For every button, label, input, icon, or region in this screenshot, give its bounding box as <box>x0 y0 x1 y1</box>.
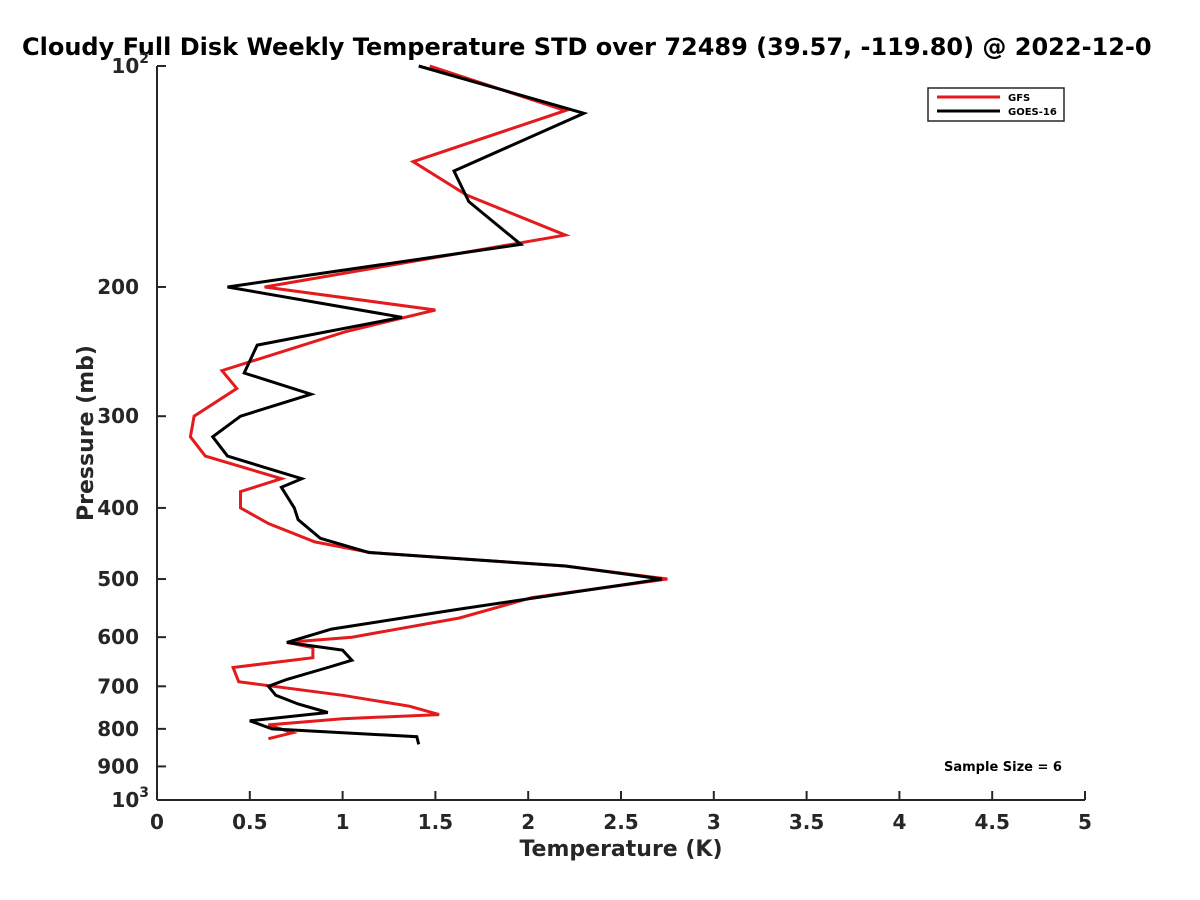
y-tick-label: 400 <box>97 496 139 520</box>
x-tick-label: 2 <box>521 810 535 834</box>
series-line-goes-16 <box>210 64 663 745</box>
x-tick-label: 5 <box>1078 810 1092 834</box>
legend-label: GOES-16 <box>1008 107 1057 118</box>
y-ticks: 102 200 300 400 500 600 700 800 900 103 <box>97 51 166 812</box>
x-tick-label: 3.5 <box>789 810 824 834</box>
y-tick-label: 500 <box>97 567 139 591</box>
y-tick-label: 200 <box>97 275 139 299</box>
sample-size-annotation: Sample Size = 6 <box>944 760 1062 775</box>
legend: GFS GOES-16 <box>927 87 1065 122</box>
y-axis-label: Pressure (mb) <box>74 345 99 521</box>
x-tick-label: 3 <box>707 810 721 834</box>
y-tick-label: 103 <box>111 785 149 812</box>
legend-box <box>927 87 1065 122</box>
y-tick-label: 600 <box>97 625 139 649</box>
x-axis-label: Temperature (K) <box>519 837 722 862</box>
x-ticks: 0 0.5 1 1.5 2 2.5 3 3.5 4 4.5 5 <box>150 791 1092 834</box>
chart-title: Cloudy Full Disk Weekly Temperature STD … <box>22 33 1152 61</box>
x-tick-label: 1.5 <box>418 810 453 834</box>
legend-label: GFS <box>1008 93 1030 104</box>
x-tick-label: 0.5 <box>232 810 267 834</box>
y-tick-label: 700 <box>97 674 139 698</box>
series-line-gfs <box>188 64 668 741</box>
y-tick-label: 900 <box>97 754 139 778</box>
y-tick-label: 800 <box>97 717 139 741</box>
x-tick-label: 4 <box>892 810 906 834</box>
x-tick-label: 2.5 <box>603 810 638 834</box>
series-layer <box>188 64 668 745</box>
x-tick-label: 1 <box>336 810 350 834</box>
x-tick-label: 4.5 <box>974 810 1009 834</box>
x-tick-label: 0 <box>150 810 164 834</box>
y-tick-label: 102 <box>111 51 149 78</box>
y-tick-label: 300 <box>97 404 139 428</box>
